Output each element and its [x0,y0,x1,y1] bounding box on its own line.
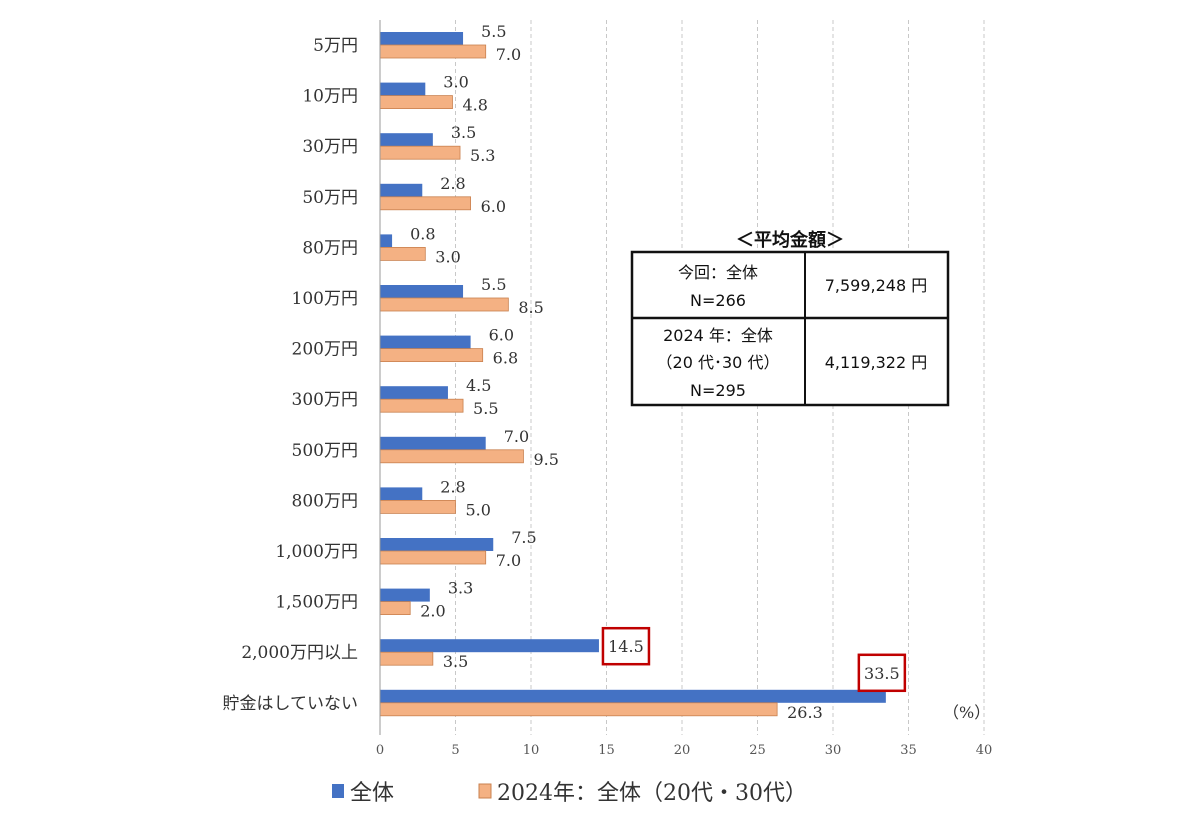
data-label-series-0: 2.8 [440,174,465,193]
x-tick-label: 5 [451,743,459,758]
category-label: 2,000万円以上 [241,643,358,663]
bar-series-0 [380,639,599,653]
bar-series-1 [379,145,461,160]
data-label-series-1: 26.3 [787,703,823,722]
x-tick-label: 25 [749,743,766,758]
bar-series-1 [379,297,509,312]
data-label-series-0: 3.3 [448,579,473,598]
data-label-series-0: 5.5 [481,275,506,294]
data-label-series-0: 0.8 [410,224,435,243]
data-label-series-0: 6.0 [489,326,514,345]
data-label-series-0: 4.5 [466,376,491,395]
row2-sub: （20 代･30 代） [657,353,780,372]
summary-table: ＜平均金額＞ 今回：全体 N=266 7,599,248 円 2024 年：全体… [630,229,950,407]
highlight-box [601,626,651,666]
bar-series-0 [380,335,471,349]
data-label-series-1: 6.0 [481,197,506,216]
legend-label-series-0: 全体 [350,781,394,806]
category-label: 80万円 [302,238,358,258]
x-tick-label: 10 [523,743,540,758]
bar-series-1 [379,550,487,565]
bar-series-0 [380,487,423,501]
data-label-series-1: 7.0 [496,45,521,64]
bar-series-1 [379,601,411,615]
data-label-series-0: 7.5 [511,528,536,547]
bar-series-1 [379,44,487,59]
data-label-series-0: 3.5 [451,123,476,142]
data-label-series-0: 5.5 [481,22,506,41]
data-label-series-0: 33.5 [864,664,900,683]
legend-label-series-1: 2024年：全体（20代・30代） [497,781,807,806]
row2-value: 4,119,322 円 [825,353,928,372]
category-label: 5万円 [313,36,358,56]
x-tick-label: 30 [825,743,842,758]
data-label-series-1: 5.0 [466,500,491,519]
category-label: 貯金はしていない [223,694,359,714]
category-label: 50万円 [302,188,358,208]
data-label-series-1: 3.0 [435,247,460,266]
bar-series-1 [379,398,464,413]
data-label-series-0: 2.8 [440,477,465,496]
data-label-series-1: 5.3 [470,146,495,165]
x-tick-label: 40 [976,743,993,758]
data-label-series-1: 4.8 [462,96,487,115]
row1-n: N=266 [690,291,746,310]
bar-series-1 [379,95,453,109]
bar-series-0 [380,234,393,248]
category-label: 1,500万円 [275,593,358,613]
data-label-series-0: 14.5 [608,637,644,656]
category-label: 200万円 [292,340,358,360]
bar-series-0 [380,386,448,400]
data-label-series-1: 5.5 [473,399,498,418]
bar-series-0 [380,588,430,602]
x-tick-label: 35 [900,743,917,758]
data-label-series-1: 6.8 [493,349,518,368]
category-label: 1,000万円 [275,542,358,562]
unit-label: （%） [943,703,990,722]
data-label-series-1: 8.5 [518,298,543,317]
data-label-series-0: 7.0 [504,427,529,446]
data-label-series-0: 3.0 [443,73,468,92]
bar-series-0 [380,133,433,147]
data-label-series-1: 9.5 [533,450,558,469]
bar-series-0 [380,538,494,551]
category-label: 800万円 [292,491,358,511]
bar-series-1 [379,702,778,717]
category-label: 30万円 [302,137,358,157]
bar-series-1 [379,196,471,211]
bar-series-0 [380,436,486,450]
bar-series-1 [379,651,434,666]
row2-label: 2024 年：全体 [663,326,773,345]
data-label-series-1: 3.5 [443,652,468,671]
bar-series-0 [380,82,426,96]
bar-series-1 [379,348,484,363]
data-label-series-1: 7.0 [496,551,521,570]
category-label: 500万円 [292,441,358,461]
legend-swatch-series-0 [332,784,344,798]
bar-series-1 [379,246,426,261]
bar-series-1 [379,499,456,514]
x-tick-label: 0 [376,743,384,758]
x-tick-label: 20 [674,743,691,758]
bar-series-0 [380,183,423,197]
bar-series-0 [380,689,886,703]
table-title: ＜平均金額＞ [736,229,844,251]
category-label: 300万円 [292,390,358,410]
row2-n: N=295 [690,381,746,400]
data-label-series-1: 2.0 [420,602,445,621]
x-tick-label: 15 [598,743,615,758]
bar-series-1 [379,449,524,464]
category-label: 10万円 [302,87,358,107]
row1-label: 今回：全体 [678,263,758,282]
category-label: 100万円 [292,289,358,309]
row1-value: 7,599,248 円 [825,276,928,295]
highlight-box [857,653,907,693]
legend-swatch-series-1 [478,783,492,799]
bar-series-0 [380,285,464,298]
legend: 全体 2024年：全体（20代・30代） [332,781,807,806]
bar-series-0 [380,32,464,45]
